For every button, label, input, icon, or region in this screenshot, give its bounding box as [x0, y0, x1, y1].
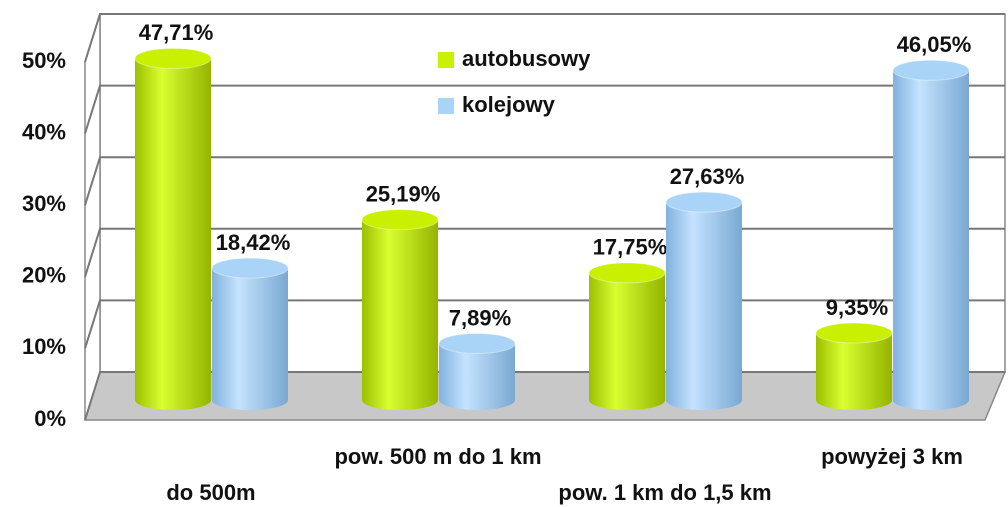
- value-label: 47,71%: [139, 20, 214, 45]
- x-tick-label: do 500m: [166, 480, 255, 505]
- x-tick-label: pow. 500 m do 1 km: [334, 444, 541, 469]
- bar-body: [362, 219, 438, 400]
- bar: [892, 59, 970, 410]
- bar-body: [589, 272, 665, 400]
- bar-body: [816, 333, 892, 400]
- y-tick-label: 30%: [22, 191, 66, 216]
- bar: [815, 322, 893, 410]
- legend-swatch: [438, 98, 454, 114]
- bar-top: [815, 322, 893, 344]
- value-label: 25,19%: [366, 181, 441, 206]
- y-tick-label: 0%: [34, 406, 66, 431]
- x-tick-label: pow. 1 km do 1,5 km: [558, 480, 771, 505]
- x-tick-label: powyżej 3 km: [821, 444, 963, 469]
- y-tick-label: 40%: [22, 119, 66, 144]
- bar: [134, 47, 212, 410]
- legend-swatch: [438, 52, 454, 68]
- legend-label: kolejowy: [462, 92, 556, 117]
- bar-top: [588, 262, 666, 284]
- bar-top: [438, 333, 516, 355]
- value-label: 27,63%: [670, 164, 745, 189]
- bar: [361, 209, 439, 410]
- legend-label: autobusowy: [462, 46, 591, 71]
- grid-line: [84, 13, 1005, 63]
- bar-top: [892, 59, 970, 81]
- bar-body: [212, 268, 288, 400]
- value-label: 17,75%: [593, 235, 668, 260]
- bar: [588, 262, 666, 410]
- bar-top: [211, 257, 289, 279]
- bar-body: [135, 58, 211, 401]
- value-label: 18,42%: [216, 230, 291, 255]
- grid-line: [84, 156, 1005, 206]
- bar: [438, 333, 516, 410]
- value-label: 46,05%: [897, 32, 972, 57]
- grid-line: [84, 84, 1005, 134]
- value-label: 9,35%: [826, 295, 888, 320]
- y-tick-label: 50%: [22, 48, 66, 73]
- bar-top: [134, 47, 212, 69]
- bar-body: [893, 70, 969, 401]
- bar-top: [665, 191, 743, 213]
- value-label: 7,89%: [449, 305, 511, 330]
- y-tick-label: 10%: [22, 334, 66, 359]
- bar-top: [361, 209, 439, 231]
- bar: [665, 191, 743, 410]
- bar: [211, 257, 289, 410]
- y-tick-label: 20%: [22, 263, 66, 288]
- bar-body: [666, 202, 742, 400]
- side-wall: [84, 13, 101, 421]
